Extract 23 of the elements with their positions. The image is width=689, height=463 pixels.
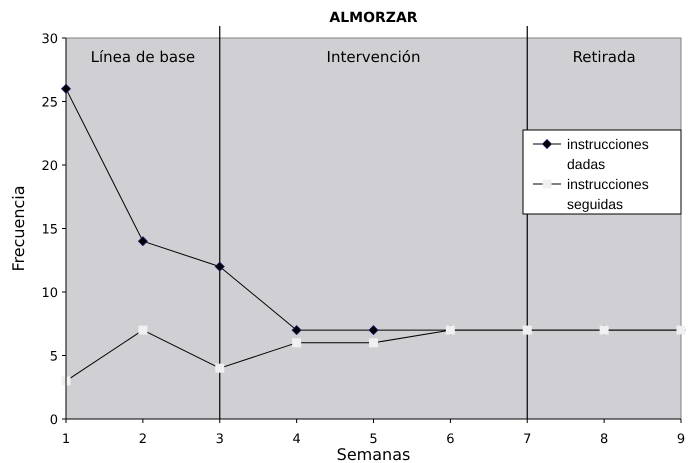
x-tick-label: 7 <box>523 432 532 447</box>
y-tick-label: 10 <box>41 286 58 301</box>
x-tick-label: 1 <box>62 432 70 447</box>
x-tick-label: 4 <box>292 432 301 447</box>
y-tick-label: 15 <box>41 222 58 238</box>
annotation: Línea de base <box>90 48 196 66</box>
x-tick-label: 8 <box>600 432 608 447</box>
y-tick-label: 20 <box>41 159 58 174</box>
y-axis-title: Frecuencia <box>9 185 28 272</box>
x-tick-label: 6 <box>446 432 455 447</box>
annotation: Retirada <box>572 48 636 66</box>
x-axis-title: Semanas <box>336 445 410 463</box>
y-tick-label: 5 <box>50 350 58 364</box>
y-tick-label: 30 <box>41 32 58 47</box>
legend-label: instrucciones seguidas <box>567 176 649 212</box>
x-tick-label: 9 <box>676 432 686 447</box>
y-tick-label: 0 <box>50 413 58 428</box>
x-tick-label: 2 <box>138 432 148 447</box>
annotation: Intervención <box>326 48 420 66</box>
y-tick-label: 25 <box>41 96 58 110</box>
chart-title: ALMORZAR <box>329 10 418 26</box>
x-tick-label: 3 <box>216 432 224 447</box>
x-tick-label: 5 <box>369 432 378 447</box>
